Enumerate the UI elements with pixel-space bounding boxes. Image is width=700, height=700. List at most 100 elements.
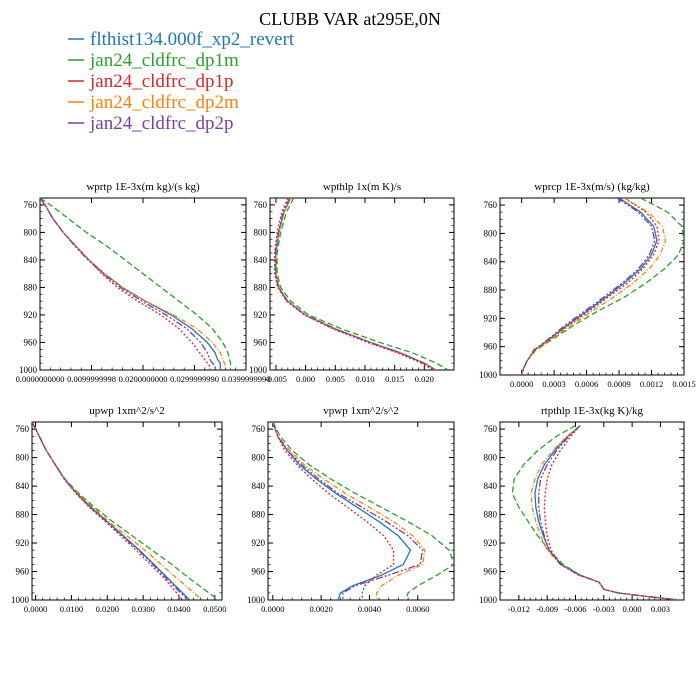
x-tick-label: -0.003 [593,604,615,614]
panel-title: wprtp 1E-3x(m kg)/(s kg) [86,181,200,193]
x-tick-label: -0.006 [565,604,587,614]
x-tick-label: 0.0009 [607,379,630,389]
plot-frame [499,197,685,376]
y-tick-label: 920 [16,538,30,548]
x-tick-label: 0.0000 [261,604,284,614]
plot-frame [39,197,247,371]
y-tick-label: 840 [16,481,30,491]
plot-panel: upwp 1xm^2/s^2 760 800 840 880 920 960 10000.00… [11,405,227,614]
y-tick-label: 760 [484,424,498,434]
x-tick-label: 0.005 [326,374,345,384]
y-tick-label: 840 [484,481,498,491]
y-tick-label: 920 [252,538,266,548]
y-tick-label: 800 [254,227,268,237]
y-tick-label: 760 [24,200,38,210]
y-tick-label: 800 [484,453,498,463]
panel-title: wpthlp 1x(m K)/s [323,181,401,193]
series-line [40,198,216,370]
plot-frame [269,197,455,371]
y-tick-label: 880 [16,510,30,520]
y-tick-label: 1000 [479,595,498,605]
y-tick-label: 920 [484,313,498,323]
series-line [40,198,232,370]
series-line [40,198,227,370]
x-tick-label: 0.0040 [358,604,381,614]
y-tick-label: 960 [484,567,498,577]
y-tick-label: 1000 [19,365,38,375]
x-tick-label: 0.0300 [131,604,154,614]
x-tick-label: 0.0299999990 [170,374,219,384]
series-line [520,198,660,375]
series-line [32,422,184,600]
x-tick-label: 0.0000 [24,604,47,614]
x-tick-label: 0.0020 [309,604,332,614]
plot-frame [267,421,455,601]
panel-title: upwp 1xm^2/s^2 [89,405,164,417]
y-tick-label: 880 [252,510,266,520]
legend: flthist134.000f_xp2_revertjan24_cldfrc_d… [68,29,295,134]
x-tick-label: 0.020 [415,374,434,384]
y-tick-label: 800 [16,453,30,463]
series-line [272,422,426,600]
x-tick-label: 0.000 [623,604,642,614]
y-tick-label: 960 [24,337,38,347]
x-tick-label: 0.0015 [672,379,695,389]
series-line [274,198,434,370]
y-tick-label: 800 [24,227,38,237]
x-tick-label: 0.0003 [542,379,565,389]
plot-panel: wpthlp 1x(m K)/s 760 800 840 880 920 960 1000-0… [249,181,455,384]
x-tick-label: 0.0006 [575,379,598,389]
legend-label: jan24_cldfrc_dp2p [89,113,234,134]
x-tick-label: -0.009 [536,604,558,614]
y-tick-label: 960 [16,567,30,577]
plot-frame [499,421,685,601]
y-tick-label: 960 [484,342,498,352]
y-tick-label: 960 [254,337,268,347]
y-tick-label: 840 [24,255,38,265]
x-tick-label: -0.012 [508,604,530,614]
panel-title: rtpthlp 1E-3x(kg K)/kg [541,405,644,417]
x-tick-label: 0.003 [651,604,670,614]
series-line [520,198,658,375]
x-tick-label: 0.0100 [60,604,83,614]
y-tick-label: 960 [252,567,266,577]
y-tick-label: 1000 [479,370,498,380]
x-tick-label: 0.0200000000 [119,374,168,384]
plot-panel: vpwp 1xm^2/s^276080084088092096010000.00… [247,405,455,614]
series-line [32,422,203,600]
plot-panel: wprcp 1E-3x(m/s) (kg/kg) 760 800 840 880 920 9… [479,181,696,389]
x-tick-label: 0.0200 [96,604,119,614]
x-tick-label: 0.000 [296,374,315,384]
y-tick-label: 1000 [11,595,30,605]
y-tick-label: 920 [24,310,38,320]
series-line [520,198,667,375]
series-line [534,425,680,600]
x-tick-label: 0.0399999990 [222,374,271,384]
legend-label: jan24_cldfrc_dp1p [89,71,234,92]
y-tick-label: 840 [252,481,266,491]
series-line [32,422,189,600]
series-line [276,198,449,370]
y-tick-label: 1000 [249,365,268,375]
y-tick-label: 1000 [247,595,266,605]
y-tick-label: 800 [484,228,498,238]
x-tick-label: 0.0000 [510,379,533,389]
series-line [272,422,412,600]
y-tick-label: 920 [254,310,268,320]
series-line [40,198,221,370]
y-tick-label: 840 [484,257,498,267]
x-tick-label: 0.0060 [406,604,429,614]
legend-label: jan24_cldfrc_dp1m [89,50,239,71]
panel-title: vpwp 1xm^2/s^2 [323,405,398,417]
series-line [272,422,424,600]
x-tick-label: 0.0400 [167,604,190,614]
series-line [520,198,656,375]
figure-title: CLUBB VAR at295E,0N [259,9,441,29]
series-line [274,198,436,370]
plot-panel: rtpthlp 1E-3x(kg K)/kg 760 800 840 880 920 960… [479,405,685,614]
x-tick-label: 0.0012 [640,379,663,389]
y-tick-label: 880 [24,282,38,292]
y-tick-label: 800 [252,453,266,463]
series-line [538,425,680,600]
